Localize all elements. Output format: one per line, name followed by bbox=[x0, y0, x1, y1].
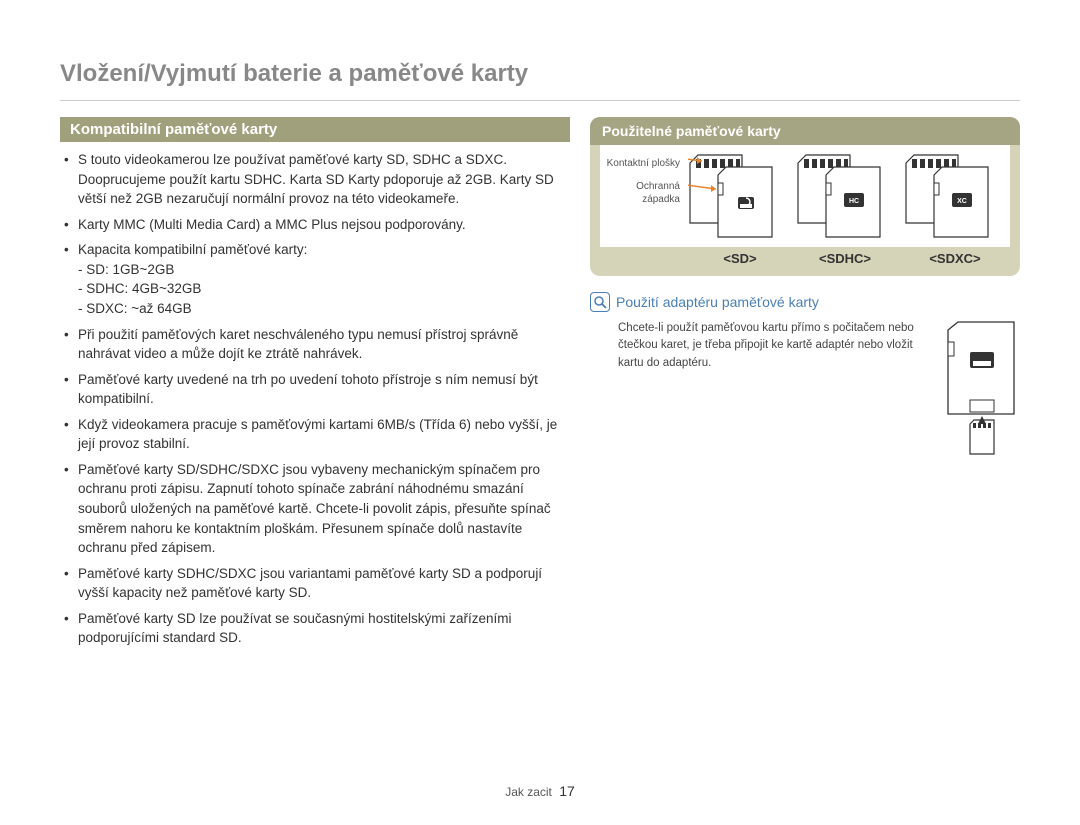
page-title: Vložení/Vyjmutí baterie a paměťové karty bbox=[60, 60, 1020, 88]
list-item: Paměťové karty SD/SDHC/SDXC jsou vybaven… bbox=[78, 460, 570, 558]
sublist-item: - SD: 1GB~2GB bbox=[78, 260, 570, 280]
list-item: Paměťové karty SD lze používat se součas… bbox=[78, 609, 570, 648]
sd-card-icon bbox=[688, 153, 788, 239]
page-number: 17 bbox=[559, 783, 575, 799]
card-name-sdhc: <SDHC> bbox=[790, 251, 900, 266]
sublist-item: - SDHC: 4GB~32GB bbox=[78, 279, 570, 299]
lock-label-1: Ochranná bbox=[636, 181, 680, 192]
note-text: Chcete-li použít paměťovou kartu přímo s… bbox=[618, 320, 932, 372]
contact-label: Kontaktní plošky bbox=[606, 157, 680, 170]
list-item: Kapacita kompatibilní paměťové karty: - … bbox=[78, 240, 570, 318]
list-item: S touto videokamerou lze používat paměťo… bbox=[78, 150, 570, 209]
card-name-sdxc: <SDXC> bbox=[900, 251, 1010, 266]
card-names-row: <SD> <SDHC> <SDXC> bbox=[590, 251, 1020, 266]
svg-text:XC: XC bbox=[957, 198, 967, 205]
panel-body: Kontaktní plošky Ochranná západka bbox=[600, 145, 1010, 247]
list-item: Paměťové karty SDHC/SDXC jsou variantami… bbox=[78, 564, 570, 603]
sublist-item: - SDXC: ~až 64GB bbox=[78, 299, 570, 319]
card-name-sd: <SD> bbox=[690, 251, 790, 266]
list-item: Karty MMC (Multi Media Card) a MMC Plus … bbox=[78, 215, 570, 235]
list-item: Při použití paměťových karet neschválené… bbox=[78, 325, 570, 364]
list-item-text: Kapacita kompatibilní paměťové karty: bbox=[78, 242, 307, 257]
note-body: Chcete-li použít paměťovou kartu přímo s… bbox=[590, 320, 1020, 465]
left-column: Kompatibilní paměťové karty S touto vide… bbox=[60, 117, 570, 654]
capacity-sublist: - SD: 1GB~2GB - SDHC: 4GB~32GB - SDXC: ~… bbox=[78, 260, 570, 319]
svg-text:HC: HC bbox=[849, 198, 859, 205]
list-item: Když videokamera pracuje s paměťovými ka… bbox=[78, 415, 570, 454]
sdxc-card-icon: XC bbox=[904, 153, 1004, 239]
section-header-compat: Kompatibilní paměťové karty bbox=[60, 117, 570, 142]
lock-label-2: západka bbox=[642, 194, 680, 205]
right-column: Použitelné paměťové karty Kontaktní ploš… bbox=[590, 117, 1020, 654]
note-title: Použití adaptéru paměťové karty bbox=[616, 292, 819, 310]
card-labels: Kontaktní plošky Ochranná západka bbox=[606, 153, 680, 206]
panel-header: Použitelné paměťové karty bbox=[590, 117, 1020, 145]
usable-cards-panel: Použitelné paměťové karty Kontaktní ploš… bbox=[590, 117, 1020, 276]
divider bbox=[60, 100, 1020, 101]
compat-list: S touto videokamerou lze používat paměťo… bbox=[60, 150, 570, 648]
magnifier-icon bbox=[590, 292, 610, 312]
note-header: Použití adaptéru paměťové karty bbox=[590, 292, 1020, 312]
footer-label: Jak zacit bbox=[505, 785, 552, 799]
sdhc-card-icon: HC bbox=[796, 153, 896, 239]
columns: Kompatibilní paměťové karty S touto vide… bbox=[60, 117, 1020, 654]
list-item: Paměťové karty uvedené na trh po uvedení… bbox=[78, 370, 570, 409]
adapter-icon bbox=[942, 320, 1020, 465]
footer: Jak zacit 17 bbox=[0, 783, 1080, 799]
